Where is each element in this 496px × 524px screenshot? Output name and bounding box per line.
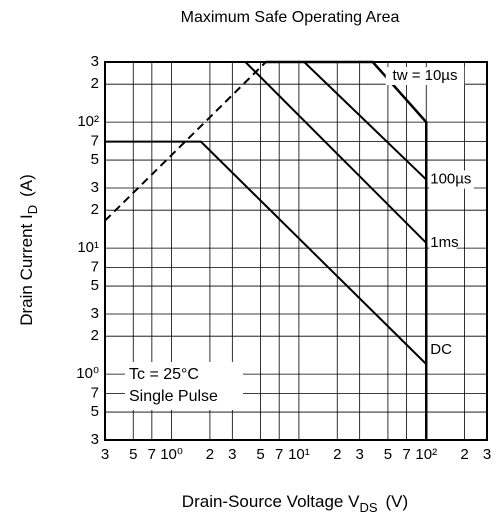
- annotation: Tc = 25°C: [129, 366, 199, 383]
- curve: [104, 61, 267, 222]
- x-axis-label-part: DS: [359, 500, 377, 515]
- curve: [265, 60, 428, 440]
- x-tick-label: 3: [483, 446, 491, 463]
- y-tick-label: 7: [91, 259, 99, 276]
- series-label: tw = 10µs: [393, 67, 458, 84]
- x-tick-label: 2: [460, 446, 468, 463]
- y-tick-label: 7: [91, 133, 99, 150]
- curve: [105, 140, 427, 365]
- x-tick-label: 2: [333, 446, 341, 463]
- y-tick-label: 3: [91, 431, 99, 448]
- x-tick-label: 5: [256, 446, 264, 463]
- y-axis-label-part: Drain Current I: [17, 214, 36, 325]
- y-tick-label: 7: [91, 385, 99, 402]
- x-tick-label: 10¹: [288, 446, 310, 463]
- series-label: 1ms: [430, 234, 458, 251]
- series-label: DC: [430, 341, 452, 358]
- x-axis-label-part: Drain-Source Voltage V: [182, 492, 360, 511]
- x-tick-label: 5: [384, 446, 392, 463]
- y-tick-label: 2: [91, 75, 99, 92]
- y-tick-label: 10⁰: [76, 365, 99, 382]
- y-axis-label: Drain Current ID (A): [17, 174, 40, 326]
- series-label: 100µs: [430, 171, 471, 188]
- y-tick-label: 10¹: [77, 239, 99, 256]
- y-tick-label: 2: [91, 201, 99, 218]
- y-tick-label: 3: [91, 53, 99, 70]
- x-tick-label: 7: [275, 446, 283, 463]
- y-axis-label-part: (A): [17, 174, 36, 197]
- x-tick-label: 10²: [415, 446, 437, 463]
- y-tick-label: 3: [91, 179, 99, 196]
- annotation: Single Pulse: [129, 388, 218, 405]
- curve: [244, 61, 427, 244]
- label-bg: [429, 341, 449, 360]
- label-bg: [429, 170, 474, 189]
- x-tick-label: 5: [129, 446, 137, 463]
- x-axis-label-part: (V): [386, 492, 409, 511]
- y-tick-label: 3: [91, 305, 99, 322]
- y-tick-label: 10²: [77, 113, 99, 130]
- y-tick-label: 5: [91, 277, 99, 294]
- x-tick-label: 3: [101, 446, 109, 463]
- x-tick-label: 10⁰: [160, 446, 183, 463]
- x-tick-label: 7: [402, 446, 410, 463]
- label-bg: [385, 67, 465, 85]
- x-tick-label: 2: [206, 446, 214, 463]
- curve: [303, 61, 427, 181]
- x-tick-label: 3: [355, 446, 363, 463]
- annotation-bg: [125, 362, 243, 410]
- y-axis-label-part: D: [25, 205, 40, 214]
- y-tick-label: 5: [91, 403, 99, 420]
- y-tick-label: 2: [91, 327, 99, 344]
- x-tick-label: 7: [148, 446, 156, 463]
- x-axis-label: Drain-Source Voltage VDS (V): [182, 492, 408, 515]
- chart-title: Maximum Safe Operating Area: [181, 9, 400, 26]
- label-bg: [429, 233, 457, 252]
- y-tick-label: 5: [91, 151, 99, 168]
- x-tick-label: 3: [228, 446, 236, 463]
